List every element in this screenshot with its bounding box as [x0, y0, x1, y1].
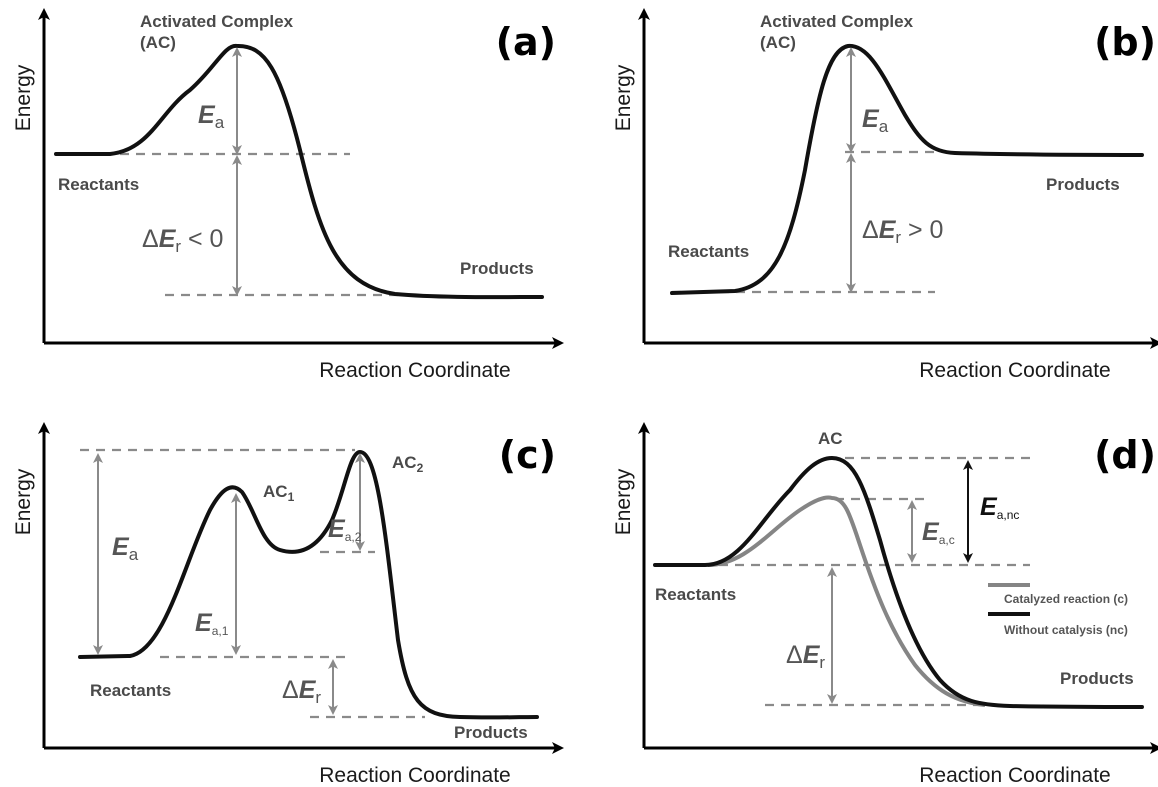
uncatalyzed-curve: [653, 456, 1144, 709]
products-label: Products: [454, 723, 528, 742]
ac2-label: AC2: [392, 453, 424, 475]
energy-curve: [78, 450, 539, 720]
y-axis-label: Energy: [612, 468, 635, 535]
ac-abbrev: (AC): [140, 33, 176, 52]
reaction-energy-label: ΔEr < 0: [142, 225, 223, 256]
x-axis-label: Reaction Coordinate: [319, 359, 510, 382]
second-step-activation-label: Ea,2: [328, 515, 362, 544]
overall-activation-label: Ea: [112, 533, 139, 564]
y-axis-label: Energy: [12, 468, 35, 535]
products-label: Products: [1046, 175, 1120, 194]
ac1-label: AC1: [263, 482, 295, 504]
energy-curve: [54, 43, 544, 300]
x-axis-label: Reaction Coordinate: [919, 764, 1110, 787]
products-label: Products: [1060, 669, 1134, 688]
panel-c: Energy Reaction Coordinate (c) Ea Ea,1 E…: [12, 422, 564, 787]
activation-energy-label: Ea: [198, 101, 225, 132]
legend-catalyzed-label: Catalyzed reaction (c): [1004, 592, 1128, 606]
catalyzed-curve: [707, 495, 986, 707]
uncatalyzed-activation-label: Ea,nc: [980, 493, 1019, 522]
reaction-energy-label: ΔEr > 0: [862, 216, 943, 247]
panel-letter: (c): [499, 433, 556, 477]
energy-curve: [670, 43, 1144, 295]
x-axis-label: Reaction Coordinate: [319, 764, 510, 787]
reactants-label: Reactants: [668, 242, 749, 261]
ac-label: AC: [818, 429, 843, 448]
panel-a: Energy Reaction Coordinate (a) Activated…: [12, 8, 564, 382]
catalyzed-activation-label: Ea,c: [922, 518, 955, 547]
ac-label: Activated Complex: [760, 12, 914, 31]
reactants-label: Reactants: [90, 681, 171, 700]
panel-letter: (b): [1094, 20, 1156, 64]
reactants-label: Reactants: [58, 175, 139, 194]
panel-letter: (d): [1094, 433, 1156, 477]
reaction-energy-label: ΔEr: [786, 641, 825, 672]
first-step-activation-label: Ea,1: [195, 609, 229, 638]
panel-d: Energy Reaction Coordinate (d) AC Ea,nc …: [612, 422, 1158, 787]
products-label: Products: [460, 259, 534, 278]
panel-letter: (a): [496, 20, 556, 64]
ac-label: Activated Complex: [140, 12, 294, 31]
panel-b: Energy Reaction Coordinate (b) Activated…: [612, 8, 1158, 382]
reaction-energy-label: ΔEr: [282, 676, 321, 707]
y-axis-label: Energy: [612, 64, 635, 131]
reactants-label: Reactants: [655, 585, 736, 604]
legend: Catalyzed reaction (c) Without catalysis…: [988, 583, 1128, 637]
ac-abbrev: (AC): [760, 33, 796, 52]
x-axis-label: Reaction Coordinate: [919, 359, 1110, 382]
activation-energy-label: Ea: [862, 105, 889, 136]
y-axis-label: Energy: [12, 64, 35, 131]
legend-uncatalyzed-label: Without catalysis (nc): [1004, 623, 1128, 637]
